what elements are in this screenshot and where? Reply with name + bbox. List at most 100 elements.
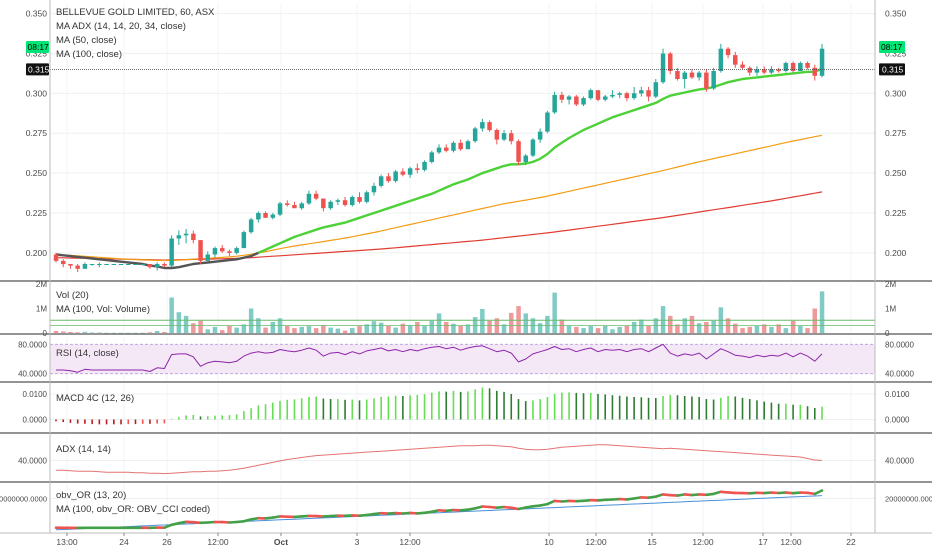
time-tick-label: 13:00 xyxy=(56,537,78,547)
legend-ma100[interactable]: MA (100, close) xyxy=(56,49,122,60)
legend-ma-adx[interactable]: MA ADX (14, 14, 20, 34, close) xyxy=(56,21,186,32)
legend-obv[interactable]: obv_OR (13, 20) xyxy=(56,490,126,501)
candle-body xyxy=(451,143,456,151)
volume-bar xyxy=(639,320,644,334)
candle-body xyxy=(791,63,796,71)
price-tick-right: 0.225 xyxy=(885,208,907,218)
candle-body xyxy=(639,90,644,93)
volume-bar xyxy=(740,328,745,333)
volume-bar xyxy=(112,333,117,334)
volume-bar xyxy=(437,313,442,333)
volume-bar xyxy=(343,331,348,333)
candle-body xyxy=(90,264,95,265)
candle-body xyxy=(654,82,659,96)
obv-tick-left: 20000000.0000 xyxy=(0,495,47,504)
candle-body xyxy=(581,98,586,104)
macd-tick-right: 0.0000 xyxy=(885,416,910,425)
candle-body xyxy=(386,176,391,181)
volume-bar xyxy=(379,323,384,333)
candle-body xyxy=(661,54,666,83)
candle-body xyxy=(68,264,73,266)
time-tick-label: 22 xyxy=(846,537,856,547)
countdown-left: 08:17 xyxy=(28,42,50,52)
volume-bar xyxy=(97,333,102,334)
volume-bar xyxy=(285,326,290,333)
obv-tick-right: 20000000.0000 xyxy=(885,495,932,504)
legend-macd[interactable]: MACD 4C (12, 26) xyxy=(56,393,134,404)
candle-body xyxy=(437,148,442,153)
volume-bar xyxy=(234,328,239,333)
candle-body xyxy=(177,235,182,238)
volume-bar xyxy=(791,321,796,333)
candle-body xyxy=(545,113,550,132)
volume-bar xyxy=(220,330,225,333)
volume-bar xyxy=(328,328,333,333)
legend-vol[interactable]: Vol (20) xyxy=(56,290,89,301)
candle-body xyxy=(300,203,305,208)
volume-bar xyxy=(307,326,312,333)
volume-bar xyxy=(430,321,435,333)
last-price-right: 0.315 xyxy=(882,64,904,74)
adx-path xyxy=(56,445,822,474)
macd-tick-left: 0.0000 xyxy=(23,416,48,425)
volume-bar xyxy=(184,316,189,333)
price-tick-right: 0.275 xyxy=(885,128,907,138)
candle-body xyxy=(148,264,153,267)
price-tick-left: 0.300 xyxy=(26,88,48,98)
symbol-title[interactable]: BELLEVUE GOLD LIMITED, 60, ASX xyxy=(56,7,215,18)
price-tick-right: 0.350 xyxy=(885,9,907,19)
volume-bar xyxy=(408,325,413,333)
candle-body xyxy=(350,197,355,205)
candle-body xyxy=(726,49,731,55)
candle-body xyxy=(169,239,174,266)
candle-body xyxy=(206,255,211,261)
volume-bar xyxy=(401,324,406,333)
candle-body xyxy=(415,168,420,170)
volume-bar xyxy=(357,326,362,333)
price-tick-left: 0.225 xyxy=(26,208,48,218)
countdown-badge-left: 08:17 xyxy=(26,41,49,53)
time-tick-label: 12:00 xyxy=(399,537,421,547)
volume-bar xyxy=(61,332,66,334)
candle-body xyxy=(610,95,615,97)
candle-body xyxy=(61,261,66,264)
panel-separators[interactable] xyxy=(0,0,932,533)
candle-body xyxy=(112,264,117,265)
macd-tick-right: 0.0100 xyxy=(885,390,910,399)
legend-rsi[interactable]: RSI (14, close) xyxy=(56,348,119,359)
candle-body xyxy=(495,130,500,140)
candle-body xyxy=(762,69,767,72)
volume-bar xyxy=(213,327,218,333)
legend-adx[interactable]: ADX (14, 14) xyxy=(56,444,111,455)
volume-panel[interactable]: 2M2M1M1M00 Vol (20) MA (100, Vol: Volume… xyxy=(36,280,897,338)
obv-panel[interactable]: 20000000.0000 20000000.0000 obv_OR (13, 2… xyxy=(0,490,932,530)
candle-body xyxy=(516,141,521,162)
candle-body xyxy=(126,264,131,265)
candle-body xyxy=(357,197,362,202)
candle-body xyxy=(458,143,463,149)
candle-body xyxy=(307,194,312,204)
volume-bar xyxy=(524,313,529,333)
legend-vol-ma[interactable]: MA (100, Vol: Volume) xyxy=(56,304,150,315)
candle-body xyxy=(198,240,203,261)
countdown-badge-right: 08:17 xyxy=(879,41,905,53)
candle-body xyxy=(589,90,594,98)
volume-bar xyxy=(141,333,146,334)
legend-ma50[interactable]: MA (50, close) xyxy=(56,35,117,46)
volume-bar xyxy=(704,322,709,333)
volume-bar xyxy=(169,298,174,334)
volume-tick-right: 1M xyxy=(885,305,896,314)
legend-obv-ma[interactable]: MA (100, obv_OR: OBV_CCI coded) xyxy=(56,504,210,515)
volume-bar xyxy=(769,327,774,333)
candle-body xyxy=(278,203,283,214)
candle-body xyxy=(574,97,579,105)
candle-body xyxy=(314,194,319,199)
volume-bar xyxy=(444,322,449,333)
